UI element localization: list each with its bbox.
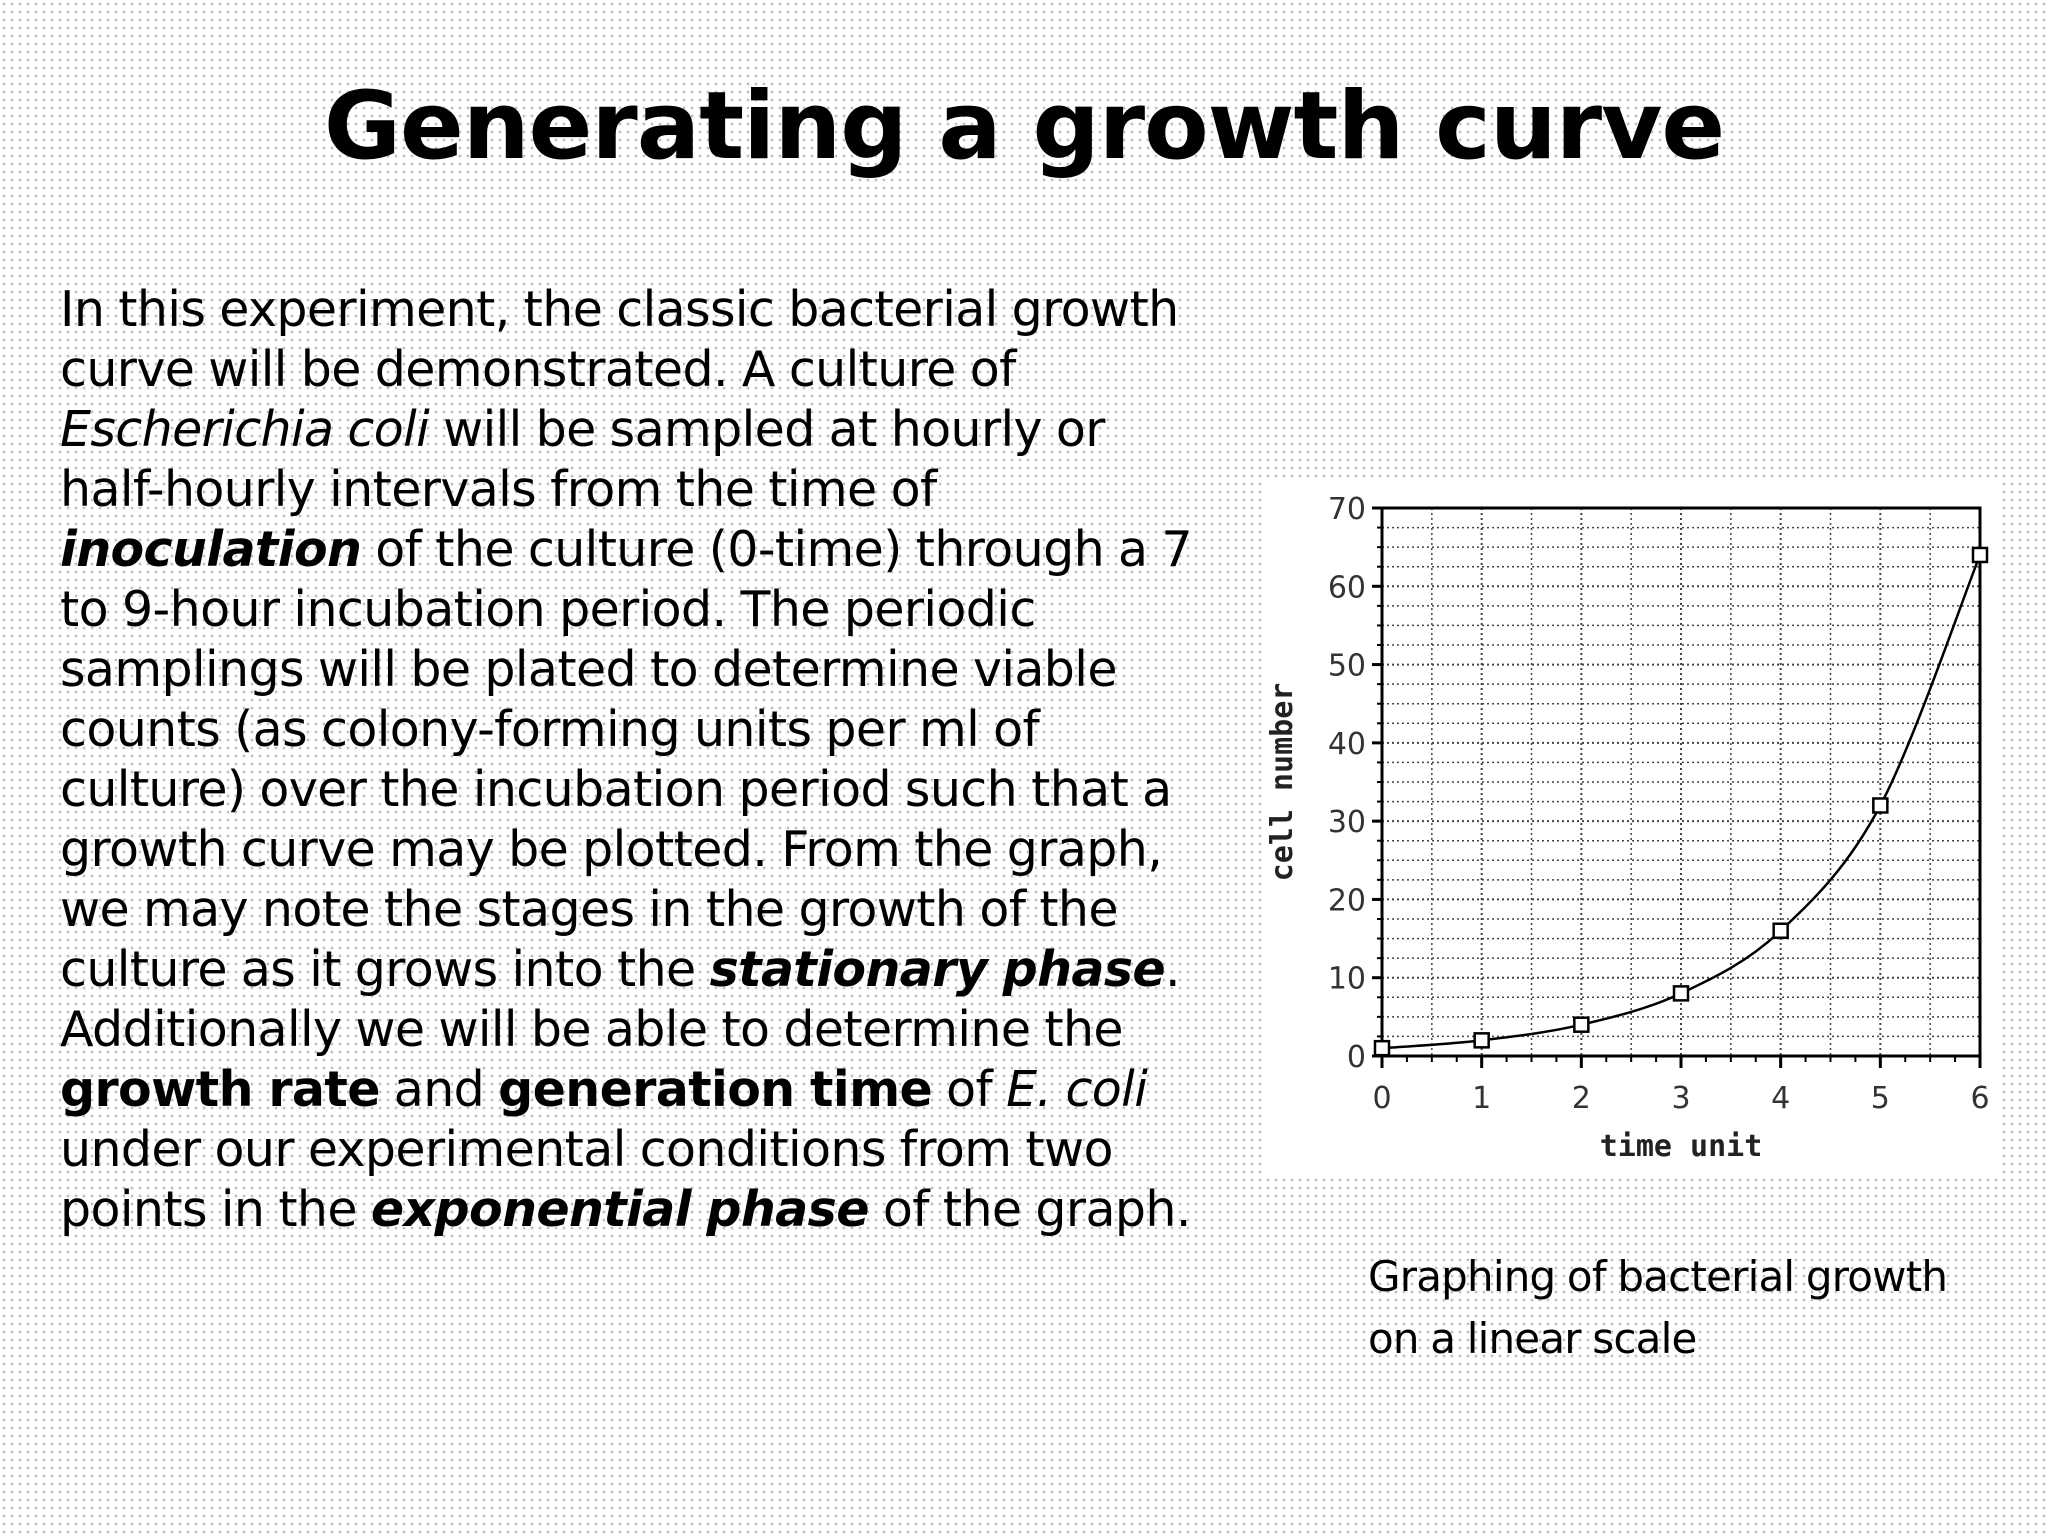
- y-tick-label: 70: [1328, 492, 1366, 527]
- text-run: growth curve may be plotted. From the gr…: [60, 821, 1163, 878]
- text-run: .: [1165, 941, 1181, 998]
- text-run: to 9-hour incubation period. The periodi…: [60, 581, 1036, 638]
- paragraph-line: Escherichia coli will be sampled at hour…: [60, 400, 1260, 460]
- paragraph-line: growth curve may be plotted. From the gr…: [60, 820, 1260, 880]
- y-tick-label: 0: [1347, 1040, 1366, 1075]
- text-run: will be sampled at hourly or: [429, 401, 1105, 458]
- paragraph-line: we may note the stages in the growth of …: [60, 880, 1260, 940]
- paragraph-line: to 9-hour incubation period. The periodi…: [60, 580, 1260, 640]
- data-point-marker: [1473, 1032, 1490, 1049]
- data-point-marker: [1672, 985, 1690, 1002]
- paragraph-line: growth rate and generation time of E. co…: [60, 1060, 1260, 1120]
- text-run: we may note the stages in the growth of …: [60, 881, 1119, 938]
- species-name-short: E. coli: [1006, 1061, 1148, 1118]
- growth-chart-svg: 0 10 20 30 40 50 60 70 0 1 2 3 4 5 6 time unit cell nu…: [1265, 492, 1990, 1164]
- text-run: of: [932, 1061, 1007, 1118]
- paragraph-line: points in the exponential phase of the g…: [60, 1180, 1260, 1240]
- y-tick-label: 10: [1328, 962, 1366, 997]
- data-point-marker: [1573, 1016, 1590, 1033]
- paragraph-line: culture) over the incubation period such…: [60, 760, 1260, 820]
- text-run: counts (as colony-forming units per ml o…: [60, 701, 1040, 758]
- term-growth-rate: growth rate: [60, 1061, 380, 1118]
- caption-line: on a linear scale: [1368, 1314, 1697, 1363]
- text-run: culture) over the incubation period such…: [60, 761, 1172, 818]
- text-run: and: [379, 1061, 499, 1118]
- term-inoculation: inoculation: [60, 521, 362, 578]
- text-run: culture as it grows into the: [60, 941, 710, 998]
- text-run: curve will be demonstrated. A culture of: [60, 341, 1016, 398]
- chart-grid: [1381, 507, 1981, 1057]
- growth-chart: 0 10 20 30 40 50 60 70 0 1 2 3 4 5 6 time unit cell nu…: [1262, 478, 2000, 1174]
- body-paragraph: In this experiment, the classic bacteria…: [60, 280, 1260, 1240]
- text-run: samplings will be plated to determine vi…: [60, 641, 1117, 698]
- y-tick-label: 40: [1328, 727, 1366, 762]
- term-exponential-phase: exponential phase: [370, 1181, 870, 1238]
- slide-title: Generating a growth curve: [323, 72, 1725, 181]
- text-run: of the culture (0-time) through a 7: [361, 521, 1193, 578]
- x-tick-label: 5: [1871, 1081, 1890, 1116]
- paragraph-line: counts (as colony-forming units per ml o…: [60, 700, 1260, 760]
- y-tick-label: 30: [1328, 805, 1366, 840]
- y-tick-label: 60: [1328, 570, 1366, 605]
- data-point-marker: [1971, 546, 1989, 564]
- caption-line: Graphing of bacterial growth: [1368, 1252, 1948, 1301]
- x-tick-label: 6: [1970, 1081, 1989, 1116]
- x-axis-label: time unit: [1600, 1129, 1763, 1164]
- data-point-marker: [1373, 1039, 1391, 1057]
- species-name: Escherichia coli: [60, 401, 430, 458]
- paragraph-line: culture as it grows into the stationary …: [60, 940, 1260, 1000]
- term-stationary-phase: stationary phase: [709, 941, 1166, 998]
- text-run: In this experiment, the classic bacteria…: [60, 281, 1179, 338]
- data-point-marker: [1872, 797, 1889, 814]
- paragraph-line: inoculation of the culture (0-time) thro…: [60, 520, 1260, 580]
- text-run: points in the: [60, 1181, 371, 1238]
- y-tick-label: 50: [1328, 649, 1366, 684]
- text-run: under our experimental conditions from t…: [60, 1121, 1113, 1178]
- paragraph-line: under our experimental conditions from t…: [60, 1120, 1260, 1180]
- text-run: Additionally we will be able to determin…: [60, 1001, 1124, 1058]
- x-tick-label: 2: [1572, 1081, 1591, 1116]
- paragraph-line: In this experiment, the classic bacteria…: [60, 280, 1260, 340]
- text-run: of the graph.: [868, 1181, 1192, 1238]
- x-tick-label: 4: [1771, 1081, 1790, 1116]
- text-run: half-hourly intervals from the time of: [60, 461, 937, 518]
- chart-series: [1373, 546, 1989, 1057]
- paragraph-line: half-hourly intervals from the time of: [60, 460, 1260, 520]
- x-tick-label: 0: [1372, 1081, 1391, 1116]
- paragraph-line: samplings will be plated to determine vi…: [60, 640, 1260, 700]
- x-tick-label: 1: [1472, 1081, 1491, 1116]
- y-tick-label: 20: [1328, 883, 1366, 918]
- chart-caption: Graphing of bacterial growth on a linear…: [1368, 1246, 2008, 1370]
- chart-ticks: 0 10 20 30 40 50 60 70 0 1 2 3 4 5 6: [1328, 492, 1990, 1116]
- paragraph-line: curve will be demonstrated. A culture of: [60, 340, 1260, 400]
- y-axis-label: cell number: [1265, 683, 1300, 882]
- data-point-marker: [1772, 922, 1789, 939]
- paragraph-line: Additionally we will be able to determin…: [60, 1000, 1260, 1060]
- term-generation-time: generation time: [498, 1061, 933, 1118]
- x-tick-label: 3: [1671, 1081, 1690, 1116]
